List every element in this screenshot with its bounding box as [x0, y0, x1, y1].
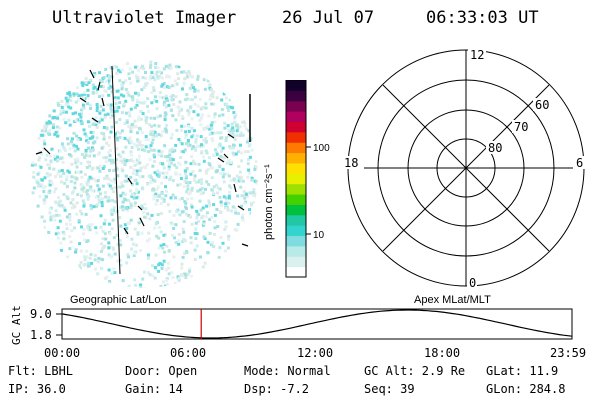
ip-info: IP: 36.0	[8, 382, 66, 396]
mlt-label-0: 0	[469, 276, 476, 290]
time-label: 06:33:03 UT	[426, 8, 539, 28]
orbit-altitude-plot: 9.0 1.8 GC Alt	[10, 305, 573, 345]
glat-info: GLat: 11.9	[486, 364, 559, 378]
x-tick-1800: 18:00	[424, 346, 461, 360]
gc-alt-info: GC Alt: 2.9 Re	[364, 364, 466, 378]
lat-label-80: 80	[488, 141, 502, 155]
colorbar-tick-10: 10	[313, 230, 325, 241]
colorbar-unit-label: photon cm⁻²s⁻¹	[263, 164, 275, 240]
dsp-info: Dsp: -7.2	[244, 382, 310, 396]
date-label: 26 Jul 07	[282, 8, 375, 28]
x-tick-0000: 00:00	[44, 346, 81, 360]
glon-info: GLon: 284.8	[486, 382, 566, 396]
x-tick-2359: 23:59	[550, 346, 587, 360]
mlt-label-12: 12	[470, 48, 484, 62]
geographic-caption: Geographic Lat/Lon	[70, 294, 167, 306]
apex-caption: Apex MLat/MLT	[414, 294, 491, 306]
lat-label-70: 70	[514, 120, 528, 134]
colorbar: 100 10	[284, 79, 364, 280]
y-axis-label: GC Alt	[10, 305, 23, 345]
y-tick-9: 9.0	[30, 307, 52, 321]
plot-frame	[61, 308, 573, 340]
uv-image-disk	[30, 60, 258, 288]
app-title: Ultraviolet Imager	[52, 8, 237, 28]
mlt-label-6: 6	[576, 156, 583, 170]
gain-info: Gain: 14	[125, 382, 183, 396]
longitude-line	[111, 65, 121, 275]
mlt-label-18: 18	[344, 156, 358, 170]
altitude-curve	[61, 309, 573, 339]
mode-info: Mode: Normal	[244, 364, 331, 378]
door-info: Door: Open	[125, 364, 198, 378]
colorbar-tick-100: 100	[313, 143, 330, 154]
x-tick-0600: 06:00	[170, 346, 207, 360]
seq-info: Seq: 39	[364, 382, 415, 396]
lat-label-60: 60	[535, 98, 549, 112]
x-tick-1200: 12:00	[297, 346, 334, 360]
polar-plot: 12 18 6 0 60 70 80	[344, 48, 585, 290]
filter-info: Flt: LBHL	[8, 364, 74, 378]
y-tick-1-8: 1.8	[30, 328, 52, 342]
